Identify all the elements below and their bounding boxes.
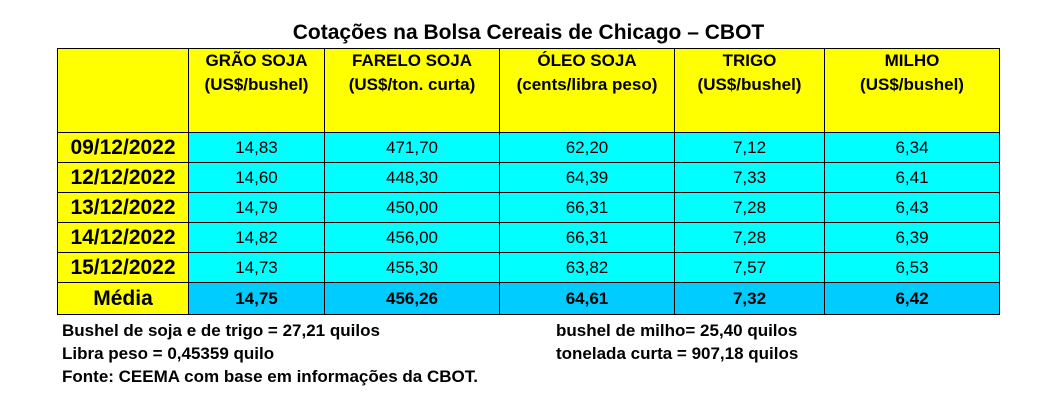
- column-unit: (US$/bushel): [697, 75, 802, 94]
- table-cell: 7,28: [674, 222, 825, 253]
- header-oleo-soja: ÓLEO SOJA (cents/libra peso): [499, 48, 675, 133]
- table-cell: 6,53: [824, 252, 1000, 283]
- table-row: 12/12/2022 14,60 448,30 64,39 7,33 6,41: [57, 162, 1000, 193]
- note-libra-peso: Libra peso = 0,45359 quilo: [62, 344, 275, 363]
- table-cell: 62,20: [499, 132, 675, 163]
- table-cell: 456,00: [324, 222, 500, 253]
- table-cell: 6,43: [824, 192, 1000, 223]
- note-tonelada-curta: tonelada curta = 907,18 quilos: [556, 344, 799, 363]
- row-date: 13/12/2022: [57, 192, 189, 223]
- column-name: TRIGO: [722, 51, 777, 70]
- row-date: 09/12/2022: [57, 132, 189, 163]
- table-cell: 455,30: [324, 252, 500, 283]
- table-cell: 14,82: [188, 222, 325, 253]
- average-label: Média: [57, 282, 189, 315]
- table-cell: 7,33: [674, 162, 825, 193]
- table-cell: 66,31: [499, 192, 675, 223]
- average-cell: 6,42: [824, 282, 1000, 315]
- column-name: ÓLEO SOJA: [537, 51, 637, 70]
- header-trigo: TRIGO (US$/bushel): [674, 48, 825, 133]
- table-cell: 14,79: [188, 192, 325, 223]
- table-cell: 64,39: [499, 162, 675, 193]
- column-unit: (US$/ton. curta): [348, 75, 476, 94]
- table-row: 14/12/2022 14,82 456,00 66,31 7,28 6,39: [57, 222, 1000, 253]
- table-cell: 7,12: [674, 132, 825, 163]
- note-source: Fonte: CEEMA com base em informações da …: [62, 367, 478, 386]
- table-cell: 6,34: [824, 132, 1000, 163]
- table-cell: 448,30: [324, 162, 500, 193]
- note-bushel-milho: bushel de milho= 25,40 quilos: [556, 321, 798, 340]
- column-name: FARELO SOJA: [352, 51, 472, 70]
- table-cell: 7,57: [674, 252, 825, 283]
- note-bushel-soja-trigo: Bushel de soja e de trigo = 27,21 quilos: [62, 321, 380, 340]
- average-cell: 456,26: [324, 282, 500, 315]
- table-cell: 14,83: [188, 132, 325, 163]
- header-row: GRÃO SOJA (US$/bushel) FARELO SOJA (US$/to…: [57, 48, 1000, 133]
- table-cell: 450,00: [324, 192, 500, 223]
- column-unit: (cents/libra peso): [516, 75, 658, 94]
- table-cell: 14,73: [188, 252, 325, 283]
- average-row: Média 14,75 456,26 64,61 7,32 6,42: [57, 282, 1000, 315]
- column-unit: (US$/bushel): [204, 75, 309, 94]
- average-cell: 14,75: [188, 282, 325, 315]
- header-farelo-soja: FARELO SOJA (US$/ton. curta): [324, 48, 500, 133]
- table-cell: 63,82: [499, 252, 675, 283]
- header-milho: MILHO (US$/bushel): [824, 48, 1000, 133]
- row-date: 14/12/2022: [57, 222, 189, 253]
- table-row: 09/12/2022 14,83 471,70 62,20 7,12 6,34: [57, 132, 1000, 163]
- table-cell: 6,41: [824, 162, 1000, 193]
- table-cell: 6,39: [824, 222, 1000, 253]
- average-cell: 64,61: [499, 282, 675, 315]
- table-cell: 471,70: [324, 132, 500, 163]
- header-corner-cell: [57, 48, 189, 133]
- table-cell: 14,60: [188, 162, 325, 193]
- table-title: Cotações na Bolsa Cereais de Chicago – C…: [292, 21, 765, 44]
- column-name: MILHO: [884, 51, 940, 70]
- row-date: 12/12/2022: [57, 162, 189, 193]
- table-cell: 66,31: [499, 222, 675, 253]
- table-row: 13/12/2022 14,79 450,00 66,31 7,28 6,43: [57, 192, 1000, 223]
- column-name: GRÃO SOJA: [205, 51, 308, 70]
- table-cell: 7,28: [674, 192, 825, 223]
- header-grao-soja: GRÃO SOJA (US$/bushel): [188, 48, 325, 133]
- average-cell: 7,32: [674, 282, 825, 315]
- row-date: 15/12/2022: [57, 252, 189, 283]
- quotes-table: GRÃO SOJA (US$/bushel) FARELO SOJA (US$/to…: [57, 48, 1000, 315]
- table-row: 15/12/2022 14,73 455,30 63,82 7,57 6,53: [57, 252, 1000, 283]
- column-unit: (US$/bushel): [860, 75, 964, 94]
